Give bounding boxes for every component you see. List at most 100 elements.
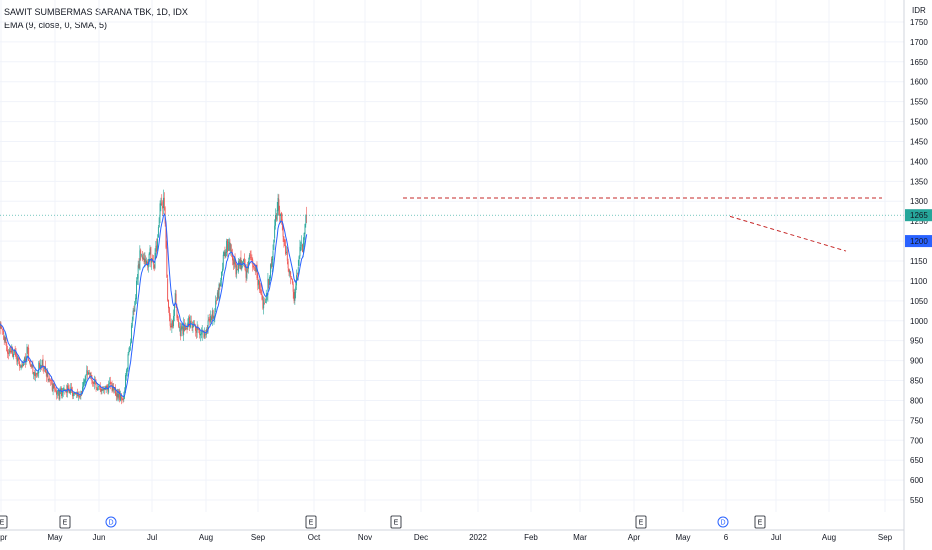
candle-body [234, 258, 236, 265]
chart-title: SAWIT SUMBERMAS SARANA TBK, 1D, IDX [4, 7, 188, 17]
y-tick-label: 1450 [910, 137, 928, 146]
candle-body [243, 258, 245, 266]
candle-body [95, 383, 97, 388]
candle-body [40, 365, 42, 367]
candle-body [115, 394, 117, 397]
x-tick-label: Oct [308, 533, 321, 542]
candle-body [61, 392, 63, 396]
candle-body [139, 250, 141, 270]
candle-body [119, 390, 121, 400]
candle-body [80, 391, 82, 396]
earnings-badge-label: E [639, 520, 644, 527]
candle-body [296, 273, 298, 275]
candle-body [190, 320, 192, 323]
candle-body [52, 383, 54, 392]
earnings-badge-label: E [309, 520, 314, 527]
candle-body [99, 386, 101, 390]
candle-body [304, 224, 306, 235]
indicator-label: EMA (9, close, 0, SMA, 5) [4, 20, 108, 30]
y-tick-label: 1400 [910, 157, 928, 166]
candle-body [206, 328, 208, 332]
candle-body [31, 364, 33, 367]
candle-body [29, 363, 31, 366]
candle-body [17, 358, 19, 362]
y-tick-label: 750 [910, 416, 924, 425]
candle-body [88, 372, 90, 374]
candle-body [259, 280, 260, 290]
candle-body [267, 278, 269, 295]
candle-body [34, 371, 35, 376]
candle-body [8, 349, 10, 354]
y-tick-label: 550 [910, 496, 924, 505]
candle-body [189, 316, 191, 327]
candle-body [188, 317, 190, 323]
candle-body [241, 266, 243, 270]
candle-body [6, 343, 8, 352]
earnings-badge-label: E [0, 520, 5, 527]
candle-body [113, 386, 115, 391]
candle-body [157, 227, 159, 238]
candle-body [134, 301, 136, 312]
candle-body [39, 364, 41, 370]
candle-body [125, 375, 126, 392]
candle-body [124, 390, 126, 395]
x-tick-label: May [675, 533, 690, 542]
candle-body [180, 328, 182, 337]
candle-body [130, 325, 132, 343]
candle-body [34, 372, 36, 377]
candle-body [144, 258, 146, 263]
candle-body [220, 279, 222, 286]
candle-body [29, 360, 30, 363]
candle-body [174, 292, 176, 304]
candle-body [248, 255, 250, 260]
candle-body [291, 277, 292, 280]
candle-body [249, 253, 251, 257]
candle-body [280, 212, 282, 221]
candle-body [12, 348, 14, 357]
candle-body [230, 250, 232, 253]
earnings-badge-label: E [758, 520, 763, 527]
candle-body [191, 323, 193, 329]
candle-body [192, 326, 194, 328]
candle-body [178, 320, 180, 327]
candle-body [38, 362, 40, 374]
candle-body [286, 251, 287, 253]
candle-body [182, 327, 184, 334]
y-tick-label: 1750 [910, 18, 928, 27]
candle-body [160, 203, 162, 205]
candle-body [44, 367, 46, 369]
candle-body [265, 296, 267, 304]
candle-body [89, 373, 91, 374]
drawings[interactable] [0, 197, 904, 252]
candle-body [276, 209, 278, 220]
candle-body [221, 271, 223, 281]
candle-body [1, 326, 3, 330]
candle-body [16, 356, 18, 362]
candle-body [214, 311, 216, 317]
candle-body [2, 330, 4, 335]
candle-body [200, 333, 201, 336]
candle-body [166, 247, 168, 278]
candle-body [105, 386, 107, 389]
candle-body [24, 356, 26, 363]
candle-body [46, 371, 48, 376]
candle-body [114, 387, 116, 396]
candle-body [211, 316, 212, 321]
candle-body [33, 372, 35, 375]
candle-body [104, 388, 105, 390]
candle-body [90, 372, 92, 376]
dividend-badge [105, 516, 117, 528]
candle-body [84, 379, 86, 383]
candle-body [36, 372, 38, 375]
candle-body [186, 327, 188, 329]
candle-body [126, 368, 128, 372]
candle-body [86, 370, 88, 376]
x-tick-label: May [47, 533, 62, 542]
earnings-badge [0, 515, 8, 529]
candle-body [53, 382, 55, 388]
candle-body [13, 350, 15, 353]
candle-body [136, 280, 137, 300]
candle-body [131, 319, 133, 327]
